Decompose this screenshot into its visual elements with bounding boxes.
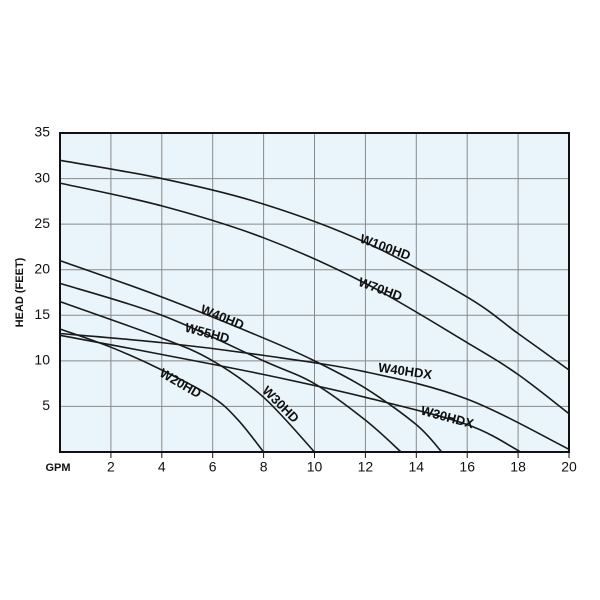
y-axis-label: HEAD (FEET) — [14, 257, 26, 327]
y-tick-label: 20 — [34, 260, 50, 276]
curve — [59, 282, 402, 453]
x-tick-label: 20 — [561, 459, 577, 475]
x-tick-label: 10 — [307, 459, 323, 475]
y-tick-label: 25 — [34, 215, 50, 231]
curve — [59, 259, 443, 453]
curve — [59, 328, 265, 453]
x-tick-label: 14 — [409, 459, 425, 475]
curve — [59, 182, 570, 415]
curve — [59, 334, 522, 453]
x-tick-label: 16 — [459, 459, 475, 475]
curve — [59, 332, 570, 450]
y-tick-label: 35 — [34, 124, 50, 140]
x-tick-label: 18 — [510, 459, 526, 475]
y-tick-label: 10 — [34, 352, 50, 368]
y-tick-label: 30 — [34, 169, 50, 185]
x-tick-label: 2 — [107, 459, 115, 475]
x-tick-label: 8 — [260, 459, 268, 475]
y-tick-label: 15 — [34, 306, 50, 322]
x-tick-label: 6 — [209, 459, 217, 475]
x-tick-label: 12 — [358, 459, 374, 475]
y-tick-label: 5 — [42, 397, 50, 413]
x-axis-label: GPM — [45, 462, 70, 474]
curve — [59, 159, 570, 371]
x-tick-label: 4 — [158, 459, 166, 475]
curve — [59, 300, 316, 453]
